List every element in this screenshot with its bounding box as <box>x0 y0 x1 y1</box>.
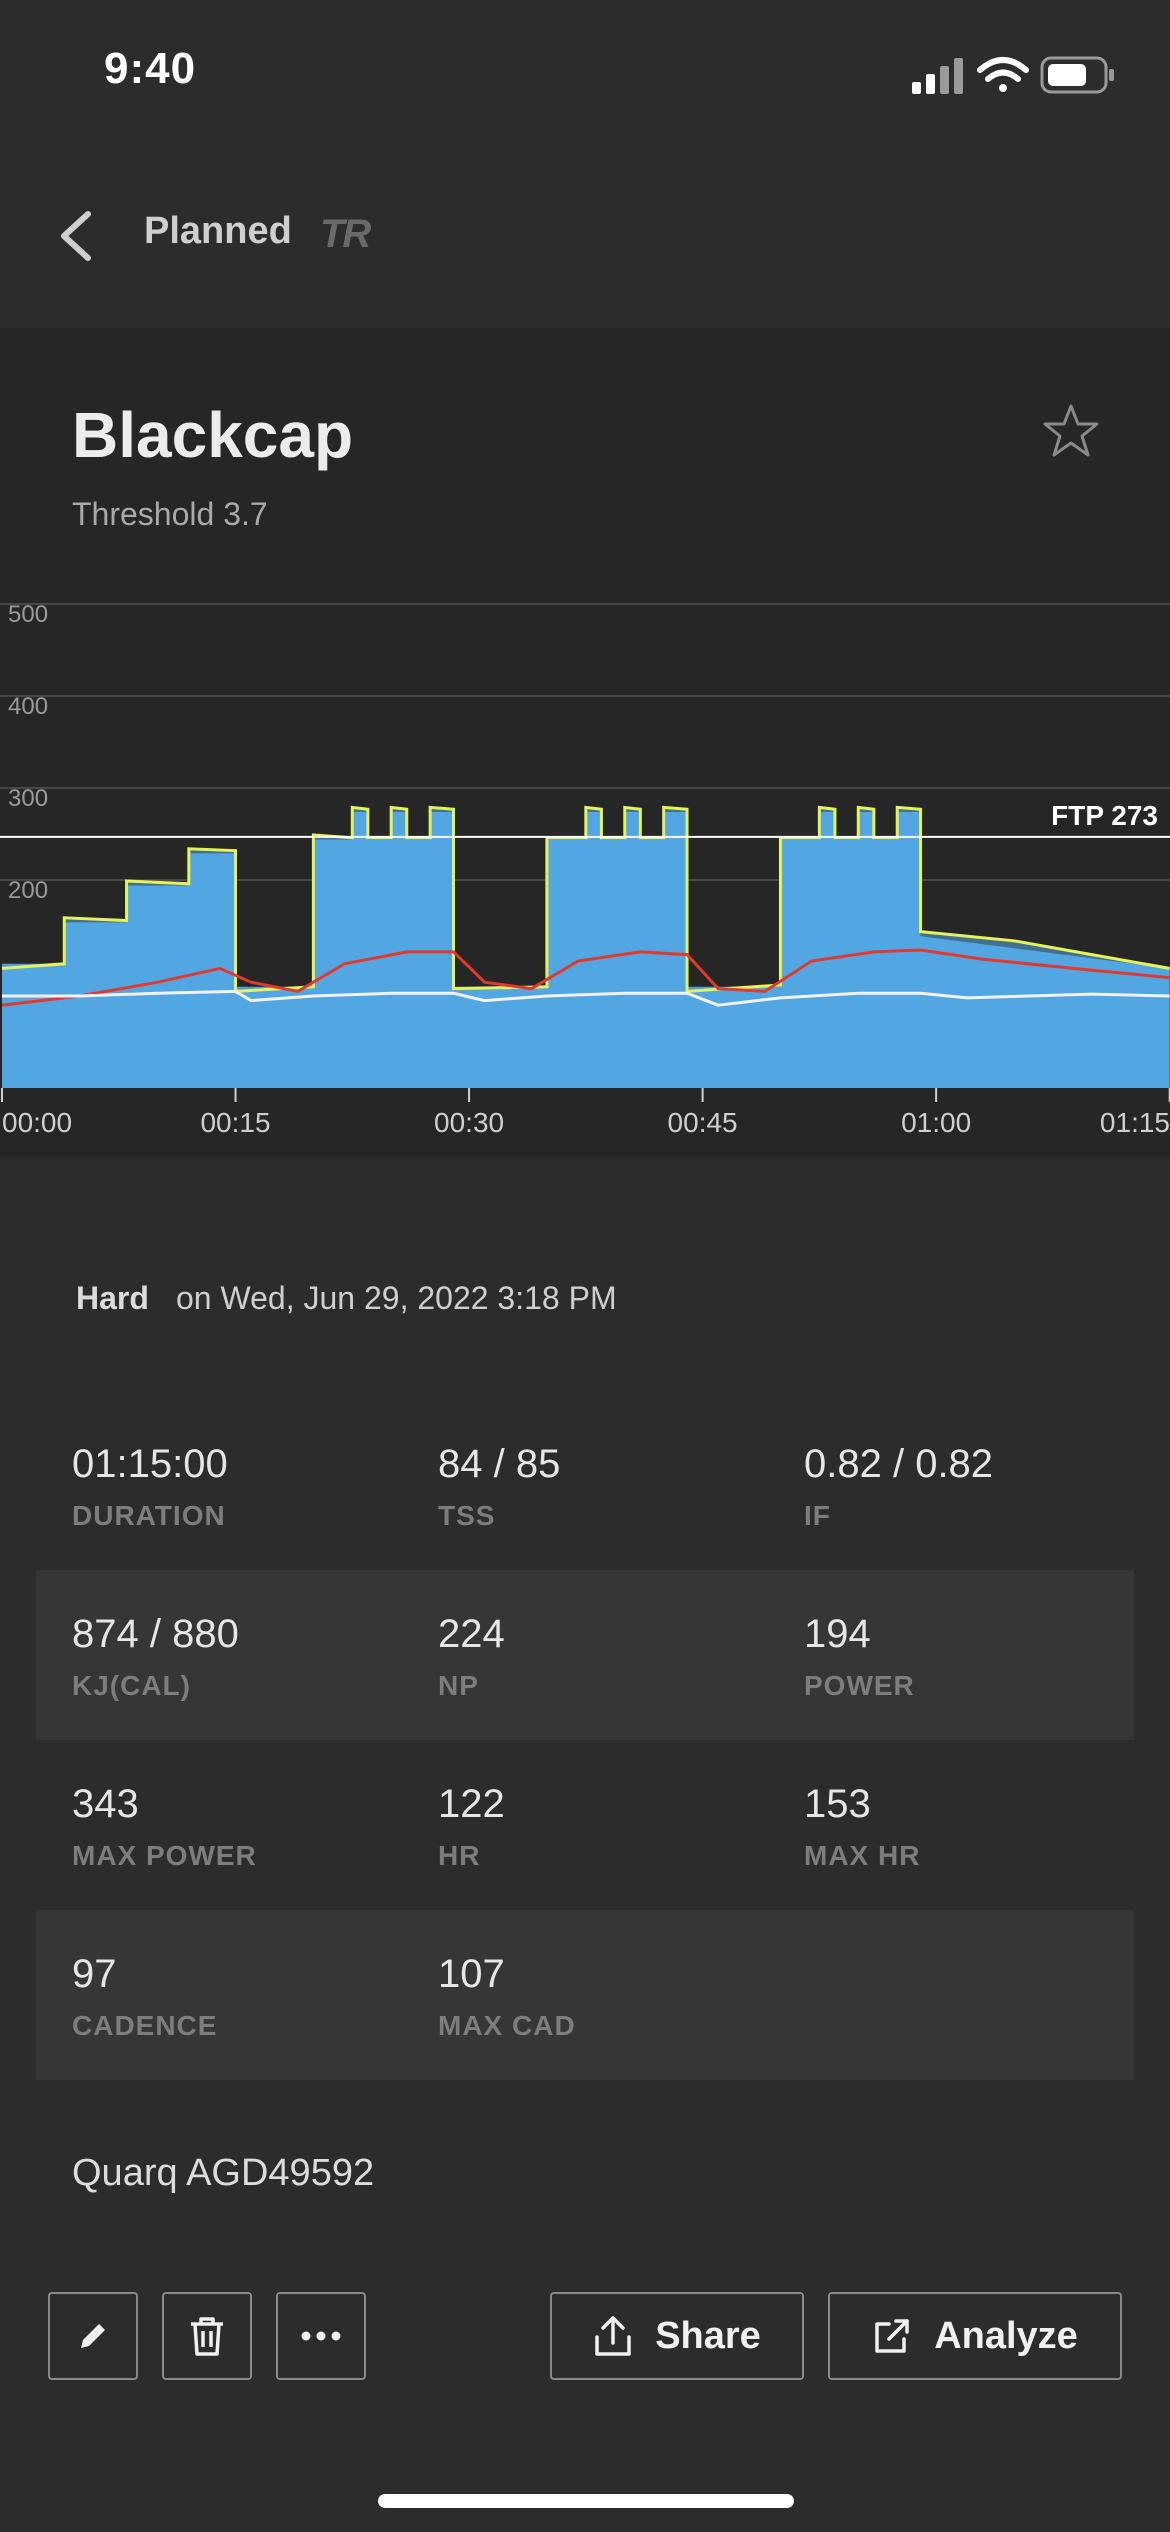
stat-label: NP <box>438 1670 479 1701</box>
analyze-button[interactable]: Analyze <box>828 2292 1122 2380</box>
share-label: Share <box>655 2314 761 2357</box>
share-icon <box>595 2316 631 2356</box>
difficulty-label: Hard <box>76 1280 149 1316</box>
stat-label: IF <box>804 1500 831 1531</box>
battery-icon <box>1040 56 1114 94</box>
stat-label: MAX HR <box>804 1840 921 1871</box>
x-tick-label: 01:15 <box>1100 1107 1170 1138</box>
workout-date: on Wed, Jun 29, 2022 3:18 PM <box>176 1280 617 1316</box>
stats-row: 01:15:00 DURATION 84 / 85 TSS 0.82 / 0.8… <box>36 1400 1134 1570</box>
y-tick-label: 300 <box>8 785 48 812</box>
page-title: Planned <box>144 210 292 252</box>
share-button[interactable]: Share <box>550 2292 804 2380</box>
stat-label: HR <box>438 1840 481 1871</box>
pencil-icon <box>81 2324 105 2348</box>
stat-value: 0.82 / 0.82 <box>804 1442 994 1486</box>
wifi-icon <box>977 57 1029 92</box>
cadence-line <box>2 989 1170 1007</box>
stat-label: CADENCE <box>72 2010 218 2041</box>
trash-icon <box>191 2317 223 2356</box>
stat-value: 874 / 880 <box>72 1612 239 1656</box>
ellipsis-icon <box>301 2331 341 2341</box>
chevron-left-icon[interactable] <box>52 208 102 264</box>
workout-chart[interactable]: 500 400 300 200 FTP 273 00:00 00:15 00:30 00:45 0… <box>0 600 1170 1160</box>
trainerroad-logo: TR <box>320 212 371 256</box>
stat-label: MAX POWER <box>72 1840 257 1871</box>
x-tick-label: 01:00 <box>901 1107 971 1138</box>
stats-row: 343 MAX POWER 122 HR 153 MAX HR <box>36 1740 1134 1910</box>
stat-label: MAX CAD <box>438 2010 576 2041</box>
stat-value: 194 <box>804 1612 871 1656</box>
stat-label: DURATION <box>72 1500 226 1531</box>
workout-title: Blackcap <box>72 399 354 471</box>
stat-value: 97 <box>72 1952 117 1996</box>
x-tick-label: 00:30 <box>434 1107 504 1138</box>
star-outline-icon[interactable] <box>1040 400 1102 462</box>
x-tick-label: 00:15 <box>200 1107 270 1138</box>
status-icons <box>912 56 1114 94</box>
heart-rate-line <box>1 948 1170 1007</box>
stat-label: KJ(CAL) <box>72 1670 191 1701</box>
analyze-label: Analyze <box>934 2314 1078 2357</box>
y-tick-label: 400 <box>8 693 48 720</box>
power-area <box>2 807 1170 1088</box>
y-tick-label: 500 <box>8 601 48 628</box>
edit-button[interactable] <box>48 2292 138 2380</box>
stat-label: TSS <box>438 1500 496 1531</box>
external-link-icon <box>875 2319 909 2353</box>
power-line <box>1 805 1170 994</box>
y-tick-label: 200 <box>8 877 48 904</box>
delete-button[interactable] <box>162 2292 252 2380</box>
stats-row: 97 CADENCE 107 MAX CAD <box>36 1910 1134 2080</box>
stat-label: POWER <box>804 1670 915 1701</box>
stat-value: 153 <box>804 1782 871 1826</box>
stats-row: 874 / 880 KJ(CAL) 224 NP 194 POWER <box>36 1570 1134 1740</box>
x-tick-label: 00:45 <box>668 1107 738 1138</box>
device-name: Quarq AGD49592 <box>72 2152 375 2194</box>
stat-value: 107 <box>438 1952 505 1996</box>
x-tick-label: 00:00 <box>2 1107 72 1138</box>
more-button[interactable] <box>276 2292 366 2380</box>
home-indicator <box>378 2494 794 2508</box>
stat-value: 343 <box>72 1782 139 1826</box>
stat-value: 84 / 85 <box>438 1442 561 1486</box>
stat-value: 122 <box>438 1782 505 1826</box>
workout-subtitle: Threshold 3.7 <box>72 496 268 532</box>
stat-value: 224 <box>438 1612 505 1656</box>
status-time: 9:40 <box>104 44 197 93</box>
cellular-signal-icon <box>912 58 963 94</box>
ftp-label: FTP 273 <box>1051 800 1158 831</box>
stat-value: 01:15:00 <box>72 1442 228 1486</box>
